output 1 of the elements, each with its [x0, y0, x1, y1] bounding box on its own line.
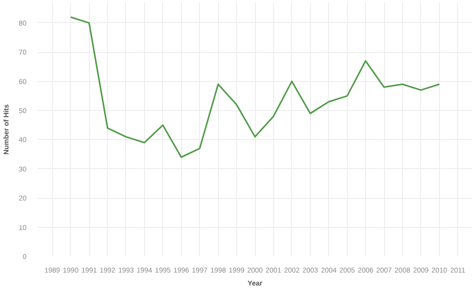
- line-series: [70, 16, 440, 158]
